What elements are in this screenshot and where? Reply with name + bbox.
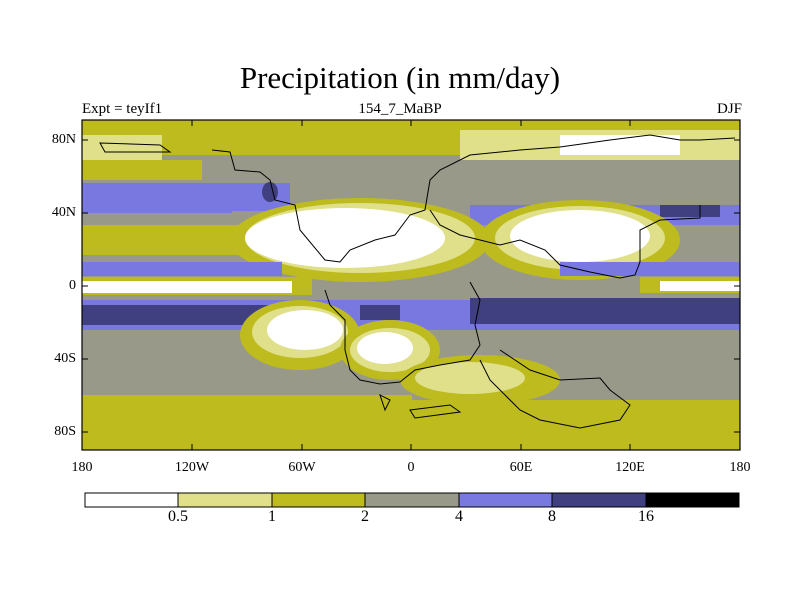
colorbar-swatch-2 xyxy=(272,493,365,507)
colorbar-swatch-3 xyxy=(365,493,459,507)
contour-band-max xyxy=(470,298,740,324)
x-label-180-west: 180 xyxy=(71,460,93,475)
colorbar-label-0-5: 0.5 xyxy=(168,508,188,525)
y-label-0: 0 xyxy=(69,278,76,293)
colorbar-label-1: 1 xyxy=(268,508,276,525)
colorbar-label-4: 4 xyxy=(455,508,463,525)
y-label-80s: 80S xyxy=(54,424,76,439)
contour-fill xyxy=(82,120,740,450)
colorbar-frame xyxy=(84,492,740,508)
colorbar-swatch-1 xyxy=(178,493,272,507)
y-label-40s: 40S xyxy=(54,351,76,366)
x-label-60e: 60E xyxy=(509,460,533,475)
colorbar xyxy=(84,492,740,508)
x-label-120e: 120E xyxy=(615,460,645,475)
x-label-0: 0 xyxy=(407,460,415,475)
tick-marks xyxy=(81,120,741,450)
y-label-40n: 40N xyxy=(51,205,76,220)
colorbar-label-16: 16 xyxy=(638,508,654,525)
x-label-180-east: 180 xyxy=(729,460,751,475)
dry-zone-equatorial-west xyxy=(82,281,292,293)
x-label-60w: 60W xyxy=(288,460,316,475)
colorbar-swatch-0 xyxy=(85,493,178,507)
period-label: 154_7_MaBP xyxy=(358,101,442,117)
colorbar-swatch-5 xyxy=(552,493,646,507)
dry-zone-south-central xyxy=(357,332,413,364)
dry-zone-north-east xyxy=(510,210,650,262)
dry-zone-north-west xyxy=(245,208,445,268)
coastlines xyxy=(99,134,736,429)
season-label: DJF xyxy=(716,101,742,117)
colorbar-swatch-4 xyxy=(459,493,552,507)
y-label-80n: 80N xyxy=(51,132,76,147)
colorbar-label-8: 8 xyxy=(548,508,556,525)
colorbar-label-2: 2 xyxy=(361,508,369,525)
colorbar-swatch-6 xyxy=(646,493,739,507)
map-title: Precipitation (in mm/day) xyxy=(239,60,561,95)
dry-zone-south-west xyxy=(267,310,343,350)
x-label-120w: 120W xyxy=(174,460,210,475)
experiment-label: Expt = teyIf1 xyxy=(82,101,163,117)
